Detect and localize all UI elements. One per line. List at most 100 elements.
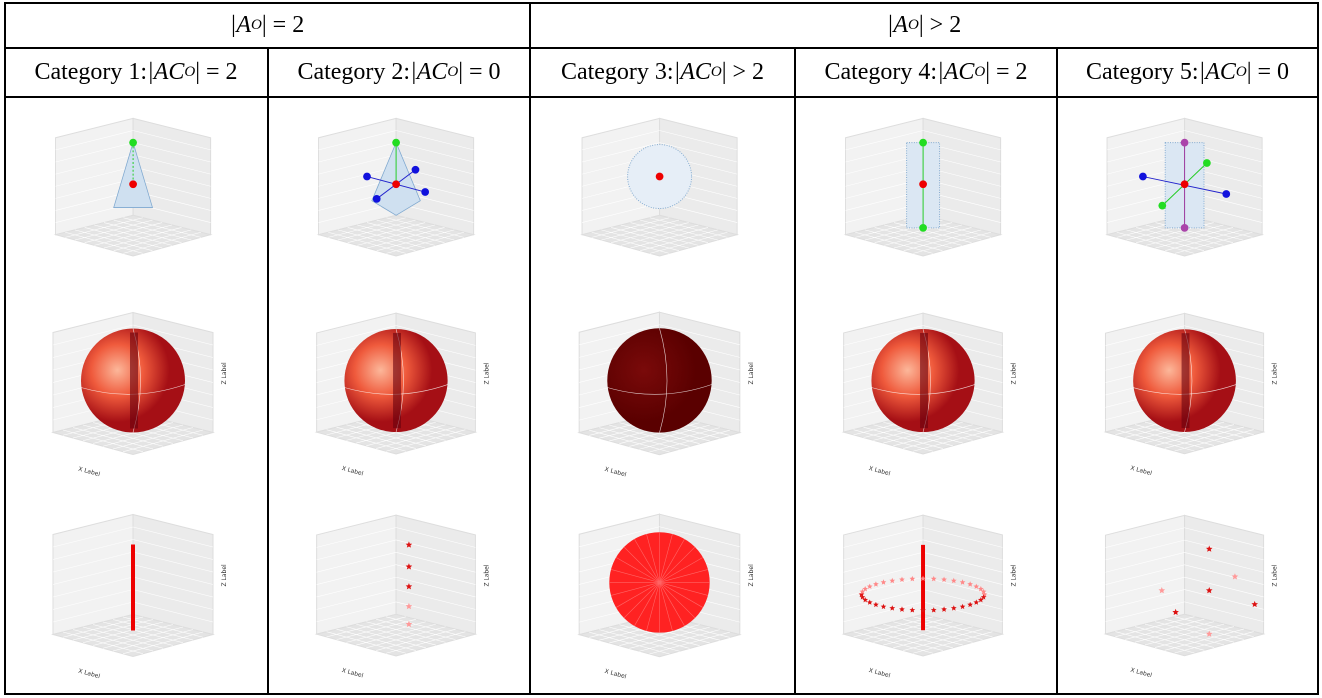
subscript: O: [711, 64, 722, 81]
table-border: [1317, 3, 1319, 695]
axis-label: Z Label: [1272, 564, 1278, 586]
plot: X Label Z Label: [534, 492, 791, 692]
shade: [1182, 333, 1190, 428]
plot: [272, 99, 526, 288]
axis-label: Z Label: [1010, 564, 1017, 586]
subscript: O: [974, 64, 985, 81]
shade: [393, 333, 401, 428]
table-border: [529, 3, 531, 695]
plot: X Label Z Label: [1061, 292, 1314, 488]
plot: [534, 99, 791, 288]
label: Category 2:: [297, 59, 410, 86]
label: Category 3:: [561, 59, 674, 86]
axis-label: Z Label: [221, 564, 228, 587]
axis-label: Z Label: [1272, 362, 1278, 384]
subscript: O: [184, 64, 195, 81]
label: Category 4:: [824, 59, 937, 86]
plot: [8, 99, 264, 288]
point: [1139, 173, 1147, 181]
point: [1181, 224, 1189, 232]
column-header: Category 2: |ACO| = 0: [268, 48, 530, 97]
figure-table: |AO| = 2|AO| > 2Category 1: |ACO| = 2Cat…: [0, 0, 1322, 698]
sphere-surface: [607, 328, 711, 432]
label: Category 5:: [1086, 59, 1199, 86]
point: [392, 180, 400, 188]
relation: | = 2: [262, 12, 304, 39]
plot: X Label Z Label: [799, 292, 1053, 488]
axis-label: X Label: [868, 465, 891, 478]
axis-label: Z Label: [748, 362, 755, 385]
bar-marker: [921, 545, 925, 630]
axis-label: X Label: [341, 667, 364, 680]
plot: X Label Z Label: [1061, 492, 1314, 692]
axis-label: X Label: [77, 466, 101, 479]
plot: X Label Z Label: [272, 292, 526, 488]
subscript: O: [447, 64, 458, 81]
point: [421, 188, 429, 196]
table-border: [267, 48, 269, 694]
math: |AC: [147, 59, 184, 86]
math: |AC: [1199, 59, 1236, 86]
axis-label: Z Label: [221, 362, 228, 385]
point: [919, 224, 927, 232]
relation: | = 0: [458, 59, 500, 86]
math: |A: [887, 12, 908, 39]
plot: X Label Z Label: [799, 492, 1053, 692]
table-border: [4, 3, 6, 695]
point: [129, 180, 137, 188]
point: [392, 139, 400, 147]
label: Category 1:: [34, 59, 147, 86]
point: [919, 180, 927, 188]
shade: [920, 333, 928, 428]
point: [919, 139, 927, 147]
point: [129, 139, 137, 147]
relation: | > 2: [919, 12, 961, 39]
relation: | = 2: [985, 59, 1027, 86]
axis-label: X Label: [1130, 668, 1153, 680]
point: [1222, 190, 1230, 198]
group-header: |AO| > 2: [530, 3, 1318, 48]
shade: [130, 333, 138, 429]
plot: X Label Z Label: [272, 492, 526, 692]
plot: X Label Z Label: [534, 292, 791, 488]
axis-label: X Label: [341, 465, 364, 478]
point: [1203, 159, 1211, 167]
plot: [1061, 99, 1314, 288]
column-header: Category 5: |ACO| = 0: [1057, 48, 1318, 97]
subscript: O: [1236, 64, 1247, 81]
plot: [799, 99, 1053, 288]
point: [412, 166, 420, 174]
math: |AC: [410, 59, 447, 86]
math: |AC: [674, 59, 711, 86]
axis-label: X Label: [1130, 466, 1153, 478]
table-border: [794, 48, 796, 694]
relation: | > 2: [722, 59, 764, 86]
axis-label: Z Label: [1010, 362, 1017, 384]
axis-label: Z Label: [748, 564, 755, 587]
subscript: O: [251, 17, 262, 34]
subscript: O: [908, 17, 919, 34]
point: [1181, 180, 1189, 188]
bar-marker: [131, 545, 135, 631]
table-border: [1056, 48, 1058, 694]
axis-label: Z Label: [483, 564, 490, 586]
plot: X Label Z Label: [8, 292, 264, 488]
point: [1181, 139, 1189, 147]
axis-label: Z Label: [483, 362, 490, 384]
axis-label: X Label: [868, 667, 891, 680]
relation: | = 0: [1247, 59, 1289, 86]
point: [656, 173, 664, 181]
plot: X Label Z Label: [8, 492, 264, 692]
math: |A: [230, 12, 251, 39]
point: [363, 173, 371, 181]
math: |AC: [937, 59, 974, 86]
axis-label: X Label: [604, 668, 628, 681]
axis-label: X Label: [77, 668, 101, 681]
axis-label: X Label: [604, 466, 628, 479]
point: [1158, 202, 1166, 210]
relation: | = 2: [195, 59, 237, 86]
